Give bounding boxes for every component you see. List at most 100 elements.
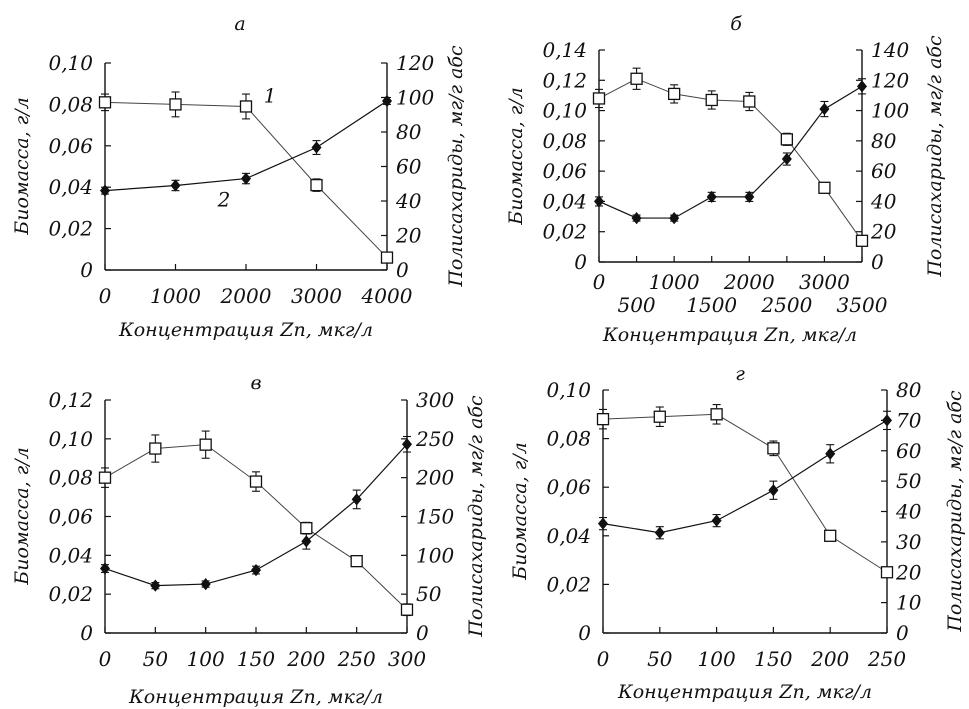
right-y-tick-label: 250: [415, 427, 454, 451]
data-point-diamond: [706, 190, 717, 204]
chart-panel-4: г 0 0,02 0,04 0,06 0,08 0,10 0 10 20 30 40 50 60 70 80 0…: [509, 363, 966, 703]
right-y-tick-label: 60: [896, 439, 922, 463]
x-tick-label: 200: [810, 647, 849, 671]
data-point-diamond: [711, 514, 722, 527]
x-tick-label: 150: [754, 647, 792, 671]
right-y-tick-label: 40: [895, 500, 922, 524]
data-point-square: [239, 100, 253, 113]
data-point-square: [653, 410, 666, 423]
data-point-square: [310, 178, 323, 192]
left-y-tick-label: 0,10: [542, 99, 587, 123]
y-axis-label: Биомасса, г/л: [509, 442, 531, 581]
data-point-square: [98, 471, 112, 484]
data-point-square: [880, 566, 894, 579]
right-y-tick-label: 0: [416, 621, 429, 645]
panel-letter: г: [735, 363, 745, 385]
right-y-tick-label: 100: [396, 86, 434, 110]
data-point-square: [169, 98, 182, 111]
right-y-tick-label: 60: [396, 155, 422, 179]
x-tick-label: 100: [187, 647, 225, 671]
x-tick-label: 500: [617, 293, 655, 317]
data-point-square: [380, 251, 394, 264]
series-label: 2: [217, 188, 231, 212]
data-point-diamond: [825, 447, 836, 460]
right-y-tick-label: 80: [396, 120, 422, 144]
x-axis-label: Концентрация Zn, мкг/л: [617, 681, 872, 703]
right-y-tick-label: 0: [896, 621, 909, 645]
data-point-square: [743, 95, 756, 108]
panel-letter: в: [250, 372, 261, 394]
x-tick-label: 0: [99, 284, 112, 308]
left-y-tick-label: 0,02: [48, 217, 93, 241]
data-point-square: [98, 96, 112, 109]
panel-letter: б: [730, 13, 742, 35]
x-axis-label: Концентрация Zn, мкг/л: [602, 324, 857, 346]
data-point-square: [710, 408, 723, 421]
x-tick-label: 300: [388, 647, 426, 671]
y2-axis-label: Полисахариды, мг/г абс: [924, 35, 946, 278]
right-y-tick-label: 120: [396, 51, 434, 75]
right-y-tick-label: 10: [896, 591, 922, 615]
left-y-tick-label: 0: [80, 258, 93, 282]
data-point-diamond: [240, 172, 252, 185]
data-point-diamond: [170, 179, 181, 192]
x-tick-label: 0: [597, 647, 610, 671]
series-polysaccharides: [593, 78, 868, 225]
data-point-diamond: [150, 579, 161, 592]
data-point-square: [855, 234, 869, 247]
data-point-diamond: [311, 141, 322, 154]
left-y-tick-label: 0,10: [546, 378, 591, 402]
left-y-tick-label: 0,14: [542, 38, 587, 62]
left-y-tick-label: 0: [80, 621, 93, 645]
y2-axis-label: Полисахариды, мг/г абс: [445, 45, 467, 288]
x-tick-label: 250: [867, 647, 906, 671]
left-y-tick-label: 0,06: [542, 159, 587, 183]
y-axis-label: Биомасса, г/л: [11, 447, 33, 586]
chart-panel-2: б 0 0,02 0,04 0,06 0,08 0,10 0,12 0,14 0 20 40 60 80 1…: [505, 13, 946, 346]
data-point-square: [300, 522, 313, 535]
right-y-tick-label: 20: [395, 224, 422, 248]
left-y-tick-label: 0,12: [542, 68, 587, 92]
right-y-tick-label: 0: [871, 250, 884, 274]
right-y-tick-label: 50: [896, 469, 922, 493]
x-tick-label: 100: [698, 647, 736, 671]
data-point-diamond: [99, 562, 111, 575]
right-y-tick-label: 200: [415, 466, 454, 490]
left-y-tick-label: 0,02: [546, 572, 591, 596]
data-point-square: [400, 603, 414, 616]
data-point-diamond: [781, 152, 792, 166]
data-point-diamond: [250, 563, 262, 577]
y2-axis-label: Полисахариды, мг/г абс: [944, 390, 966, 633]
data-point-diamond: [631, 211, 642, 225]
data-point-diamond: [597, 517, 609, 530]
chart-panel-3: в 0 0,02 0,04 0,06 0,08 0,10 0,12 0 50 100 150 200 25…: [11, 372, 487, 708]
data-point-diamond: [99, 184, 111, 197]
data-point-square: [767, 442, 780, 455]
series-polysaccharides: [99, 435, 413, 592]
data-point-diamond: [301, 535, 312, 548]
x-tick-label: 200: [286, 647, 325, 671]
x-tick-label: 2000: [723, 270, 775, 294]
data-point-diamond: [654, 526, 665, 539]
left-y-tick-label: 0,08: [546, 427, 591, 451]
data-point-square: [780, 133, 794, 146]
right-y-tick-label: 150: [416, 505, 454, 529]
data-point-square: [705, 93, 718, 107]
left-y-tick-label: 0,02: [48, 582, 93, 606]
right-y-tick-label: 0: [396, 258, 409, 282]
series-polysaccharides: 2: [99, 94, 393, 212]
left-y-tick-label: 0,04: [48, 175, 93, 199]
series-line: [598, 78, 863, 242]
right-y-tick-label: 20: [870, 220, 897, 244]
y-axis-label: Биомасса, г/л: [505, 87, 527, 226]
right-y-tick-label: 20: [895, 560, 922, 584]
right-y-tick-label: 100: [871, 99, 909, 123]
data-point-square: [596, 413, 610, 426]
right-y-tick-label: 70: [896, 408, 922, 432]
x-tick-label: 0: [593, 270, 606, 294]
series-biomass: 1: [98, 83, 394, 264]
x-tick-label: 50: [647, 647, 673, 671]
x-axis-label: Концентрация Zn, мкг/л: [118, 319, 373, 341]
x-tick-label: 250: [337, 647, 376, 671]
y-axis-label: Биомасса, г/л: [11, 97, 33, 236]
